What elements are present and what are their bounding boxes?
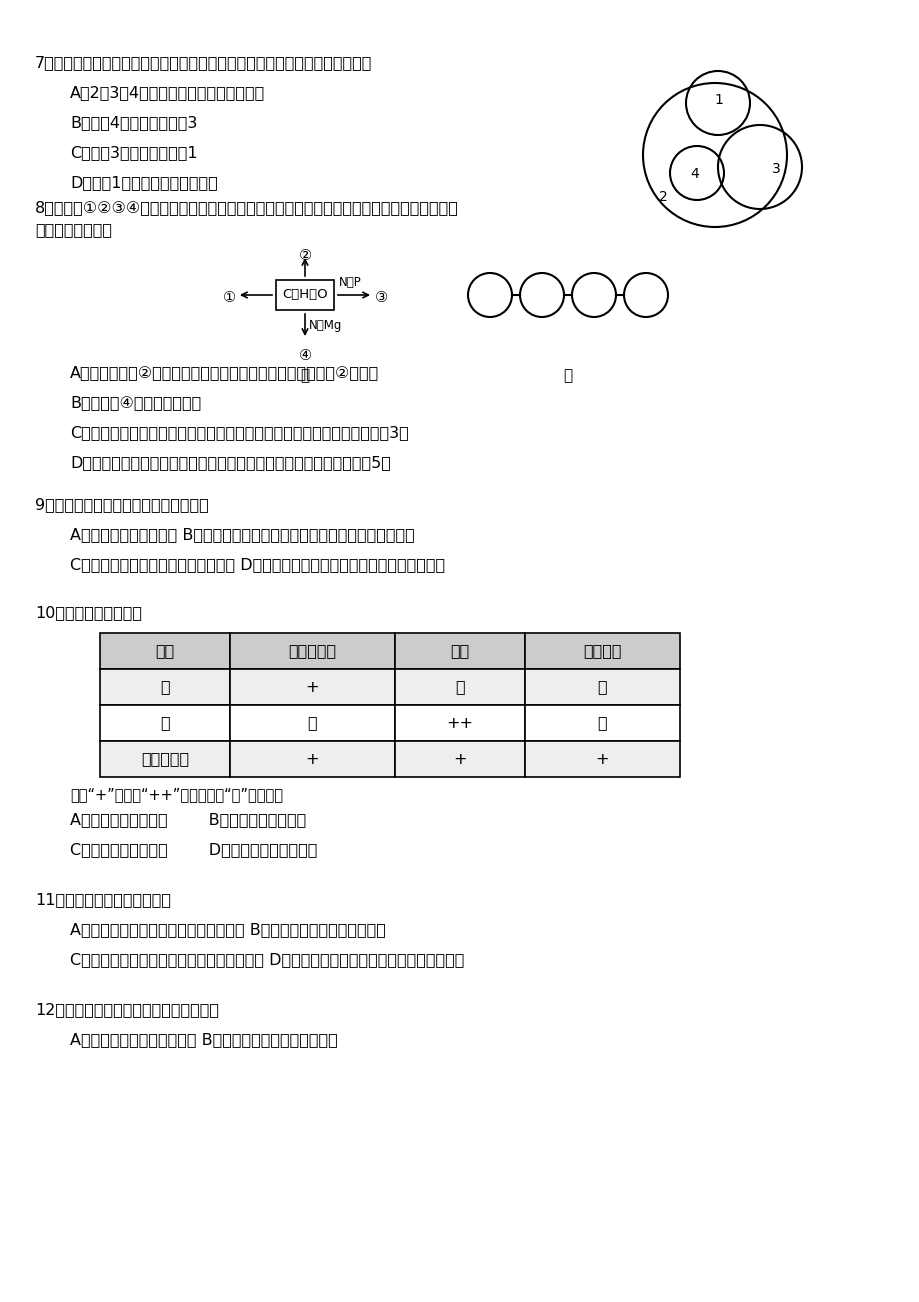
Text: B．图甲中④可以表示叶绿素: B．图甲中④可以表示叶绿素 (70, 395, 201, 410)
Bar (394, 704, 525, 741)
Text: 8．图甲中①②③④表示不同化学元素所组成的化合物，图乙表示由四个单体构成的化合物．以: 8．图甲中①②③④表示不同化学元素所组成的化合物，图乙表示由四个单体构成的化合物… (35, 201, 459, 215)
Text: 甲: 甲 (301, 368, 309, 383)
Text: A．观察时视野越亮越好 B．高倍镜的使用要在低倍镜下找到目标的基础上进行: A．观察时视野越亮越好 B．高倍镜的使用要在低倍镜下找到目标的基础上进行 (70, 527, 414, 542)
Bar (394, 633, 525, 669)
Text: B．能产4的细胞一定能产3: B．能产4的细胞一定能产3 (70, 115, 198, 130)
Bar (525, 669, 679, 704)
Text: C、H、O: C、H、O (282, 289, 327, 302)
Text: C．图乙中若单体是氨基酸，则该化合物彻底水解后的产物中氧原子数增加3个: C．图乙中若单体是氨基酸，则该化合物彻底水解后的产物中氧原子数增加3个 (70, 424, 408, 440)
Text: ④: ④ (298, 348, 312, 363)
Bar (394, 741, 525, 777)
Bar (230, 741, 394, 777)
Text: C．高倍放大倍数增加了但视野变暗了 D．换上高倍物镜之后，只能用细准焦螺旋调节: C．高倍放大倍数增加了但视野变暗了 D．换上高倍物镜之后，只能用细准焦螺旋调节 (70, 557, 445, 572)
Text: 甲、乙混合: 甲、乙混合 (141, 751, 189, 767)
Text: 2: 2 (658, 190, 666, 204)
Text: C．能产3的细胞一定能产1: C．能产3的细胞一定能产1 (70, 145, 198, 160)
Text: ①: ① (222, 289, 235, 305)
Text: 乙: 乙 (562, 368, 572, 383)
Text: +: + (596, 751, 608, 767)
Bar (230, 704, 394, 741)
Text: ③: ③ (374, 289, 387, 305)
Text: －: － (597, 716, 607, 730)
Text: +: + (453, 751, 466, 767)
Text: 12．下列有关细胞膜的叙述中，正确的是: 12．下列有关细胞膜的叙述中，正确的是 (35, 1003, 219, 1017)
Text: N、P: N、P (338, 276, 361, 289)
Text: +: + (305, 751, 319, 767)
Text: A．细胞膜中蜗白质含量最多 B．细胞膜的功能特性是相对的: A．细胞膜中蜗白质含量最多 B．细胞膜的功能特性是相对的 (70, 1032, 337, 1047)
Text: 11．下列相关叙述不正确的是: 11．下列相关叙述不正确的是 (35, 892, 171, 907)
Bar (100, 633, 230, 669)
Text: 溶液: 溶液 (155, 643, 175, 659)
Text: 碗液: 碗液 (450, 643, 469, 659)
Text: ++: ++ (446, 716, 473, 730)
Text: 3: 3 (771, 161, 779, 176)
Bar (525, 633, 679, 669)
Text: 10．分析下表，可推测: 10．分析下表，可推测 (35, 605, 142, 620)
Text: 1: 1 (714, 92, 722, 107)
Bar (100, 704, 230, 741)
Text: A．若图甲中的②大量存在于皮下和内脏器官周围等部位，则②是脂肪: A．若图甲中的②大量存在于皮下和内脏器官周围等部位，则②是脂肪 (70, 365, 379, 380)
Text: 甲: 甲 (160, 680, 170, 694)
Text: 斐林试剂: 斐林试剂 (583, 643, 621, 659)
Text: －: － (455, 680, 464, 694)
Text: 注：“+”显色，“++”显色更深，“－”不显色。: 注：“+”显色，“++”显色更深，“－”不显色。 (70, 786, 283, 802)
Text: －: － (307, 716, 317, 730)
Bar (394, 669, 525, 704)
Text: 4: 4 (690, 167, 698, 181)
Text: ②: ② (298, 247, 312, 263)
Text: 下说法不正确的是: 下说法不正确的是 (35, 223, 112, 237)
Bar (230, 669, 394, 704)
Text: 9．下列关于显微镜的使用叙述错误的是: 9．下列关于显微镜的使用叙述错误的是 (35, 497, 209, 512)
Bar (525, 741, 679, 777)
Text: C．细胞膜内外两侧结合的蜗白质种类有差异 D．载体蜗白是嵌在细胞膜内外表面的蜗白质: C．细胞膜内外两侧结合的蜗白质种类有差异 D．载体蜗白是嵌在细胞膜内外表面的蜗白… (70, 952, 464, 967)
Text: 双缩脲试剂: 双缩脲试剂 (289, 643, 336, 659)
Text: D．物质1都是由专门器官产生的: D．物质1都是由专门器官产生的 (70, 174, 218, 190)
Text: +: + (305, 680, 319, 694)
Text: A．2、3、4分别表示蜗白质、激素、抗体: A．2、3、4分别表示蜗白质、激素、抗体 (70, 85, 265, 100)
Text: N、Mg: N、Mg (309, 319, 342, 332)
Text: A．细胞膜的糖被在细胞间具有识别作用 B．细胞膜能控制物质进出细胞: A．细胞膜的糖被在细胞间具有识别作用 B．细胞膜能控制物质进出细胞 (70, 922, 385, 937)
Text: 7．下图所示的是酶、激素、蜗白质、抗体四者关系。下列有关叙述中正确的是: 7．下图所示的是酶、激素、蜗白质、抗体四者关系。下列有关叙述中正确的是 (35, 55, 372, 70)
Text: D．图乙中若单体是四种脉氧核苷酸，则该化合物彻底水解后的产物有5种: D．图乙中若单体是四种脉氧核苷酸，则该化合物彻底水解后的产物有5种 (70, 454, 391, 470)
Bar (525, 704, 679, 741)
Text: C．混合溶液不含淠粉        D．混合溶液含有淠粉酶: C．混合溶液不含淠粉 D．混合溶液含有淠粉酶 (70, 842, 317, 857)
Bar (100, 669, 230, 704)
Text: A．甲溶液含有淠粉酶        B．乙溶液含有还原糖: A．甲溶液含有淠粉酶 B．乙溶液含有还原糖 (70, 812, 306, 827)
Text: 乙: 乙 (160, 716, 170, 730)
Bar (100, 741, 230, 777)
Text: －: － (597, 680, 607, 694)
Bar (276, 280, 334, 310)
Bar (230, 633, 394, 669)
